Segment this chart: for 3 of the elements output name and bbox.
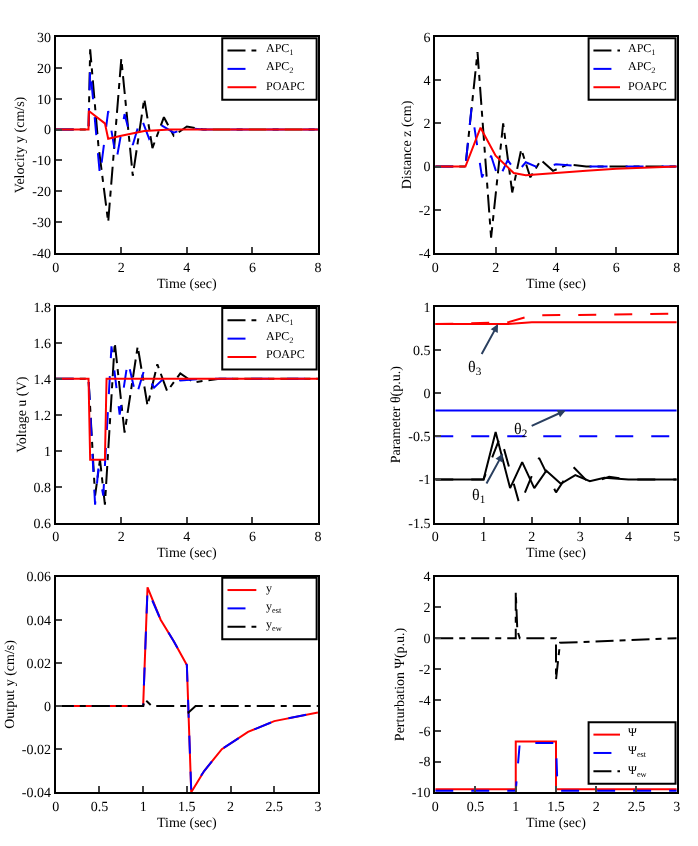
annotation: θ$_{2}$ xyxy=(514,420,528,442)
annotation: θ$_{3}$ xyxy=(468,358,482,380)
annotation: θ$_{1}$ xyxy=(472,486,486,508)
